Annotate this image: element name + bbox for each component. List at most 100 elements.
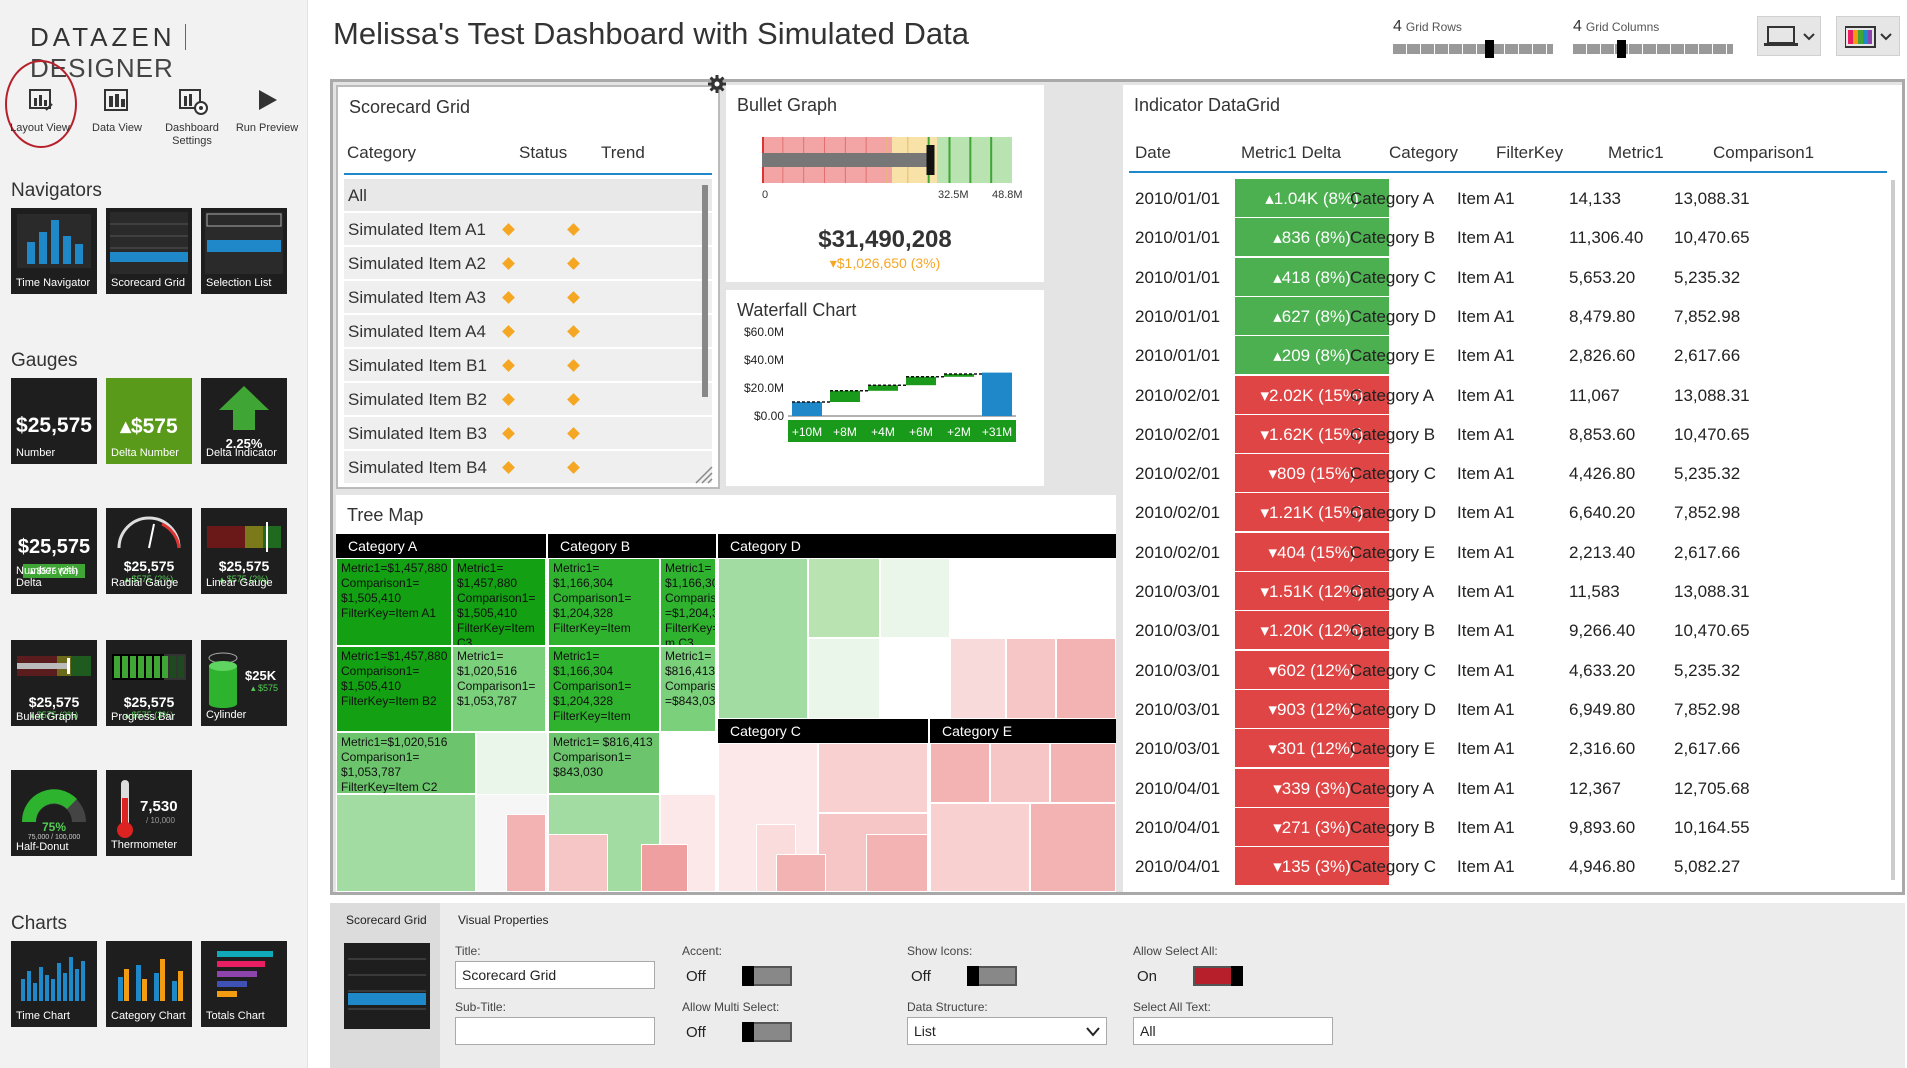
- treemap-cell[interactable]: [336, 794, 476, 892]
- treemap-cell[interactable]: Metric1= $1,020,516 Comparison1= $1,053,…: [452, 646, 546, 732]
- subtitle-input[interactable]: [455, 1017, 655, 1045]
- datagrid-row[interactable]: 2010/02/01 ▾809 (15%) Category C Item A1 4,4…: [1129, 454, 1887, 493]
- bullet-graph-panel[interactable]: Bullet Graph 0 32.5M 48.8M $31,490,208 ▾…: [726, 85, 1044, 282]
- treemap-cell[interactable]: [1050, 743, 1116, 803]
- tab-scorecard-grid[interactable]: Scorecard Grid: [346, 913, 427, 927]
- datagrid-row[interactable]: 2010/01/01 ▴627 (8%) Category D Item A1 8,47…: [1129, 296, 1887, 336]
- treemap-cell[interactable]: [1006, 638, 1056, 719]
- treemap-cell[interactable]: [880, 638, 950, 719]
- datagrid-col-header[interactable]: Date: [1135, 143, 1171, 162]
- tile-time-chart[interactable]: Time Chart: [11, 941, 97, 1027]
- treemap-cell[interactable]: [930, 743, 990, 803]
- theme-dropdown[interactable]: [1836, 16, 1900, 56]
- treemap-cell[interactable]: [930, 803, 1030, 892]
- waterfall-chart-panel[interactable]: Waterfall Chart $60.0M $40.0M $20.0M $0.00 +…: [726, 290, 1044, 486]
- datagrid-row[interactable]: 2010/03/01 ▾1.51K (12%) Category A Item A1 1…: [1129, 572, 1887, 611]
- treemap-cell[interactable]: [1030, 803, 1116, 892]
- datagrid-row[interactable]: 2010/03/01 ▾1.20K (12%) Category B Item A1 9…: [1129, 611, 1887, 650]
- datagrid-row[interactable]: 2010/02/01 ▾1.21K (15%) Category D Item A1 6…: [1129, 493, 1887, 532]
- tile-linear-gauge[interactable]: $25,575 ▴ $575 (2%) Linear Gauge: [201, 508, 287, 594]
- tile-delta-number[interactable]: ▴$575 Delta Number: [106, 378, 192, 464]
- datagrid-scrollbar[interactable]: [1891, 180, 1895, 880]
- scorecard-row[interactable]: Simulated Item A2: [344, 247, 712, 280]
- scorecard-row[interactable]: Simulated Item B1: [344, 349, 712, 382]
- treemap-cell[interactable]: [808, 638, 880, 719]
- tile-bullet-graph[interactable]: $25,575 ▴ $575 (2%) Bullet Graph: [11, 640, 97, 726]
- treemap-cell[interactable]: [1056, 638, 1116, 719]
- datagrid-col-header[interactable]: FilterKey: [1496, 143, 1564, 162]
- tile-selection-list[interactable]: Selection List: [201, 208, 287, 294]
- scorecard-row[interactable]: Simulated Item A3: [344, 281, 712, 314]
- datagrid-row[interactable]: 2010/02/01 ▾404 (15%) Category E Item A1 2,2…: [1129, 532, 1887, 572]
- grid-columns-slider[interactable]: [1573, 40, 1733, 58]
- scorecard-grid-panel[interactable]: Scorecard Grid Category Status Trend All…: [336, 85, 720, 489]
- treemap-cell[interactable]: [506, 814, 546, 892]
- treemap-cell[interactable]: [776, 854, 826, 892]
- datagrid-row[interactable]: 2010/02/01 ▾2.02K (15%) Category A Item A1 1…: [1129, 375, 1887, 415]
- select-all-text-input[interactable]: All: [1133, 1017, 1333, 1045]
- datagrid-col-header[interactable]: Comparison1: [1713, 143, 1815, 162]
- data-structure-select[interactable]: List: [907, 1017, 1107, 1045]
- tile-delta-indicator[interactable]: 2.25% Delta Indicator: [201, 378, 287, 464]
- gear-icon[interactable]: [707, 74, 727, 94]
- scorecard-row-all[interactable]: All: [344, 179, 712, 212]
- treemap-cell[interactable]: [990, 743, 1050, 803]
- datagrid-row[interactable]: 2010/03/01 ▾602 (12%) Category C Item A1 4,6…: [1129, 650, 1887, 690]
- treemap-cell[interactable]: [808, 558, 880, 638]
- tile-time-navigator[interactable]: Time Navigator: [11, 208, 97, 294]
- tile-number[interactable]: $25,575 Number: [11, 378, 97, 464]
- datagrid-row[interactable]: 2010/03/01 ▾903 (12%) Category D Item A1 6,9…: [1129, 689, 1887, 729]
- treemap-cell[interactable]: Metric1= $1,166,304 Comparison1= $1,204,…: [548, 646, 660, 732]
- run-preview-button[interactable]: Run Preview: [224, 76, 310, 135]
- datagrid-row[interactable]: 2010/01/01 ▴418 (8%) Category C Item A1 5,65…: [1129, 257, 1887, 297]
- scorecard-scrollbar[interactable]: [702, 185, 708, 397]
- multi-select-toggle[interactable]: [742, 1022, 792, 1042]
- treemap-cell[interactable]: [818, 743, 928, 813]
- treemap-cell[interactable]: [548, 834, 608, 892]
- datagrid-row[interactable]: 2010/04/01 ▾271 (3%) Category B Item A1 9,89…: [1129, 807, 1887, 847]
- tile-scorecard-grid[interactable]: Scorecard Grid: [106, 208, 192, 294]
- treemap-cell[interactable]: Metric1= $1,166,304 Comparison1= $1,204,…: [548, 558, 660, 646]
- datagrid-row[interactable]: 2010/01/01 ▴209 (8%) Category E Item A1 2,82…: [1129, 336, 1887, 375]
- grid-rows-thumb[interactable]: [1485, 40, 1494, 58]
- tile-radial-gauge[interactable]: $25,575 ▴ $575 (2%) Radial Gauge: [106, 508, 192, 594]
- grid-columns-thumb[interactable]: [1617, 40, 1626, 58]
- treemap-cell[interactable]: [880, 558, 950, 638]
- treemap-cell[interactable]: Metric1=$1,457,880 Comparison1= $1,505,4…: [336, 558, 452, 646]
- treemap-cell[interactable]: [950, 558, 1116, 638]
- treemap-cell[interactable]: Metric1= $1,457,880 Comparison1= $1,505,…: [452, 558, 546, 646]
- grid-rows-slider[interactable]: [1393, 40, 1553, 58]
- datagrid-row[interactable]: 2010/04/01 ▾135 (3%) Category C Item A1 4,94…: [1129, 847, 1887, 886]
- treemap-cell[interactable]: Metric1=$1,020,516 Comparison1= $1,053,7…: [336, 732, 476, 794]
- scorecard-row[interactable]: Simulated Item B2: [344, 383, 712, 416]
- datagrid-col-header[interactable]: Metric1: [1608, 143, 1664, 162]
- treemap-cell[interactable]: [866, 834, 928, 892]
- scorecard-row[interactable]: Simulated Item A1: [344, 213, 712, 246]
- tile-cylinder[interactable]: $25K ▴ $575 Cylinder: [201, 640, 287, 726]
- scorecard-row[interactable]: Simulated Item B3: [344, 417, 712, 450]
- treemap-cell[interactable]: [641, 844, 688, 892]
- tile-thermometer[interactable]: 7,530 / 10,000 Thermometer: [106, 770, 192, 856]
- tile-totals-chart[interactable]: Totals Chart: [201, 941, 287, 1027]
- accent-toggle[interactable]: [742, 966, 792, 986]
- datagrid-col-header[interactable]: Metric1 Delta: [1241, 143, 1342, 162]
- treemap-cell[interactable]: Metric1= $816,413 Comparison1= $843,030: [548, 732, 660, 794]
- select-all-toggle[interactable]: [1193, 966, 1243, 986]
- datagrid-col-header[interactable]: Category: [1389, 143, 1458, 162]
- show-icons-toggle[interactable]: [967, 966, 1017, 986]
- tile-half-donut[interactable]: 75% 75,000 / 100,000 Half-Donut: [11, 770, 97, 856]
- scorecard-row[interactable]: Simulated Item A4: [344, 315, 712, 348]
- device-dropdown[interactable]: [1757, 16, 1821, 56]
- indicator-datagrid-panel[interactable]: Indicator DataGrid Date Metric1 Delta Cate…: [1123, 85, 1902, 892]
- datagrid-row[interactable]: 2010/01/01 ▴836 (8%) Category B Item A1 11,3…: [1129, 218, 1887, 257]
- datagrid-row[interactable]: 2010/02/01 ▾1.62K (15%) Category B Item A1 8…: [1129, 414, 1887, 454]
- title-input[interactable]: Scorecard Grid: [455, 961, 655, 989]
- scorecard-row[interactable]: Simulated Item B4: [344, 451, 712, 484]
- treemap-cell[interactable]: [950, 638, 1006, 719]
- data-view-button[interactable]: Data View: [74, 76, 160, 135]
- datagrid-row[interactable]: 2010/01/01 ▴1.04K (8%) Category A Item A1 14…: [1129, 179, 1887, 218]
- tab-visual-properties[interactable]: Visual Properties: [458, 913, 549, 927]
- tile-number-with-delta[interactable]: $25,575 ▴ $575 (2%) Number with Delta: [11, 508, 97, 594]
- treemap-cell[interactable]: Metric1= $816,413 Comparison1 =$843,030: [660, 646, 716, 732]
